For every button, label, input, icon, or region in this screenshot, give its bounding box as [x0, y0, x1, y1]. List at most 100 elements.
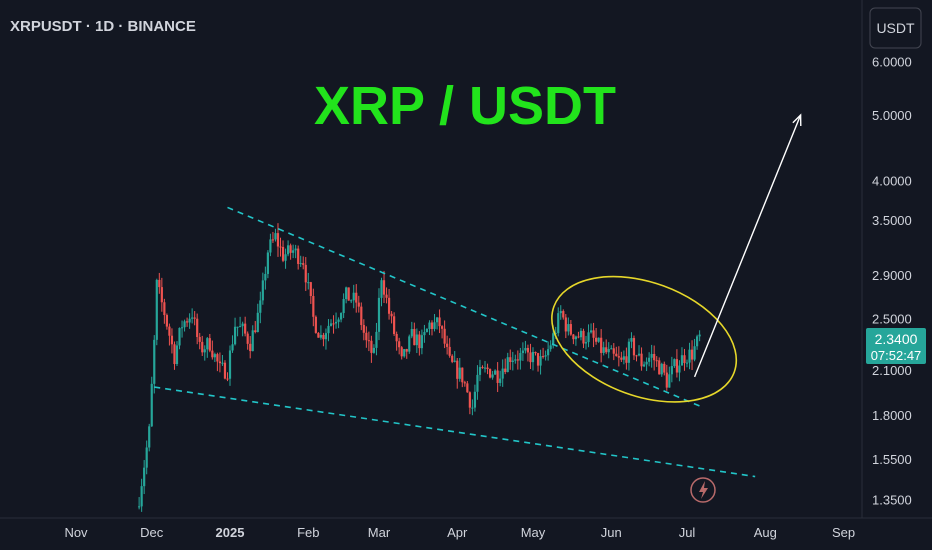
- projection-arrow[interactable]: [693, 114, 802, 378]
- candle-body: [297, 248, 300, 264]
- candle-body: [536, 353, 540, 366]
- candle-body: [592, 330, 595, 338]
- candle-body: [289, 245, 292, 253]
- y-tick-label: 2.9000: [872, 268, 912, 283]
- candle-body: [236, 326, 239, 328]
- candle-body: [547, 349, 550, 356]
- candle-body: [685, 362, 689, 364]
- candle-body: [299, 263, 302, 265]
- time-axis[interactable]: Nov Dec 2025 Feb Mar Apr May Jun Jul Aug Sep: [64, 525, 855, 540]
- candle-body: [673, 359, 676, 367]
- candles-layer: [138, 223, 701, 512]
- candle-body: [483, 367, 487, 369]
- candle-body: [435, 317, 439, 323]
- candle-body: [145, 447, 148, 468]
- candle-body: [478, 367, 482, 375]
- candle-body: [675, 359, 679, 373]
- candle-body: [504, 368, 507, 373]
- candle-body: [670, 366, 673, 375]
- candle-body: [143, 467, 146, 487]
- candle-body: [208, 338, 211, 351]
- x-tick-label: Nov: [64, 525, 88, 540]
- candle-body: [415, 334, 418, 346]
- candle-body: [206, 338, 209, 350]
- candle-body: [201, 341, 204, 353]
- candle-body: [362, 324, 365, 333]
- candle-body: [183, 321, 186, 328]
- candle-body: [496, 370, 499, 383]
- candle-body: [390, 313, 393, 317]
- candle-body: [678, 365, 681, 373]
- candle-body: [155, 279, 158, 340]
- candle-body: [456, 360, 459, 379]
- candle-body: [372, 347, 376, 353]
- candle-body: [668, 374, 671, 388]
- candle-body: [418, 334, 421, 349]
- candle-body: [433, 322, 436, 329]
- x-tick-label: Sep: [832, 525, 855, 540]
- currency-button[interactable]: USDT: [869, 7, 922, 49]
- candle-body: [223, 362, 227, 379]
- candle-body: [627, 341, 631, 363]
- candle-body: [395, 333, 398, 342]
- candle-body: [660, 363, 663, 375]
- candle-body: [327, 325, 330, 334]
- candle-body: [314, 316, 317, 333]
- x-tick-label: Dec: [140, 525, 164, 540]
- y-tick-label: 3.5000: [872, 213, 912, 228]
- y-tick-label: 1.8000: [872, 408, 912, 423]
- candle-body: [554, 333, 557, 335]
- candle-body: [400, 347, 403, 357]
- symbol-header[interactable]: XRPUSDT · 1D · BINANCE: [10, 18, 196, 35]
- x-tick-label: Aug: [754, 525, 777, 540]
- candle-body: [695, 336, 699, 347]
- candle-body: [165, 315, 168, 327]
- candle-body: [302, 263, 305, 265]
- candle-body: [607, 349, 610, 353]
- candle-body: [425, 328, 429, 333]
- candle-body: [178, 327, 181, 346]
- candle-body: [221, 362, 224, 364]
- trendline[interactable]: [227, 206, 703, 408]
- candle-body: [216, 354, 219, 362]
- x-tick-label: Mar: [368, 525, 391, 540]
- candle-body: [408, 336, 411, 352]
- candle-body: [617, 356, 620, 358]
- candle-body: [332, 323, 335, 325]
- candle-body: [352, 292, 355, 301]
- candle-body: [246, 333, 249, 344]
- candle-body: [458, 367, 461, 379]
- candle-body: [382, 280, 386, 295]
- candle-body: [279, 246, 282, 248]
- candle-body: [188, 318, 191, 323]
- candle-body: [398, 341, 401, 348]
- candle-body: [239, 326, 242, 328]
- candle-body: [645, 361, 648, 365]
- candle-body: [524, 347, 527, 351]
- trendline[interactable]: [154, 386, 756, 478]
- candle-body: [423, 332, 426, 336]
- highlight-ellipse[interactable]: [534, 253, 753, 425]
- candle-body: [276, 233, 280, 247]
- candle-body: [193, 317, 196, 319]
- candle-body: [365, 332, 368, 341]
- candle-body: [213, 354, 216, 358]
- candle-body: [226, 378, 229, 380]
- candle-body: [584, 342, 588, 344]
- candle-body: [271, 239, 275, 241]
- candle-body: [158, 279, 161, 288]
- candle-body: [630, 338, 633, 342]
- candle-body: [541, 356, 545, 358]
- candle-body: [211, 350, 214, 358]
- candle-body: [488, 369, 492, 378]
- lightning-icon[interactable]: [690, 477, 716, 503]
- candle-body: [544, 355, 547, 357]
- candle-body: [269, 239, 272, 253]
- candle-body: [506, 357, 509, 373]
- candle-body: [448, 346, 451, 356]
- candle-body: [511, 360, 514, 362]
- price-axis[interactable]: 6.0000 5.0000 4.0000 3.5000 2.9000 2.5000 2.10…: [872, 54, 912, 507]
- candle-body: [304, 264, 307, 283]
